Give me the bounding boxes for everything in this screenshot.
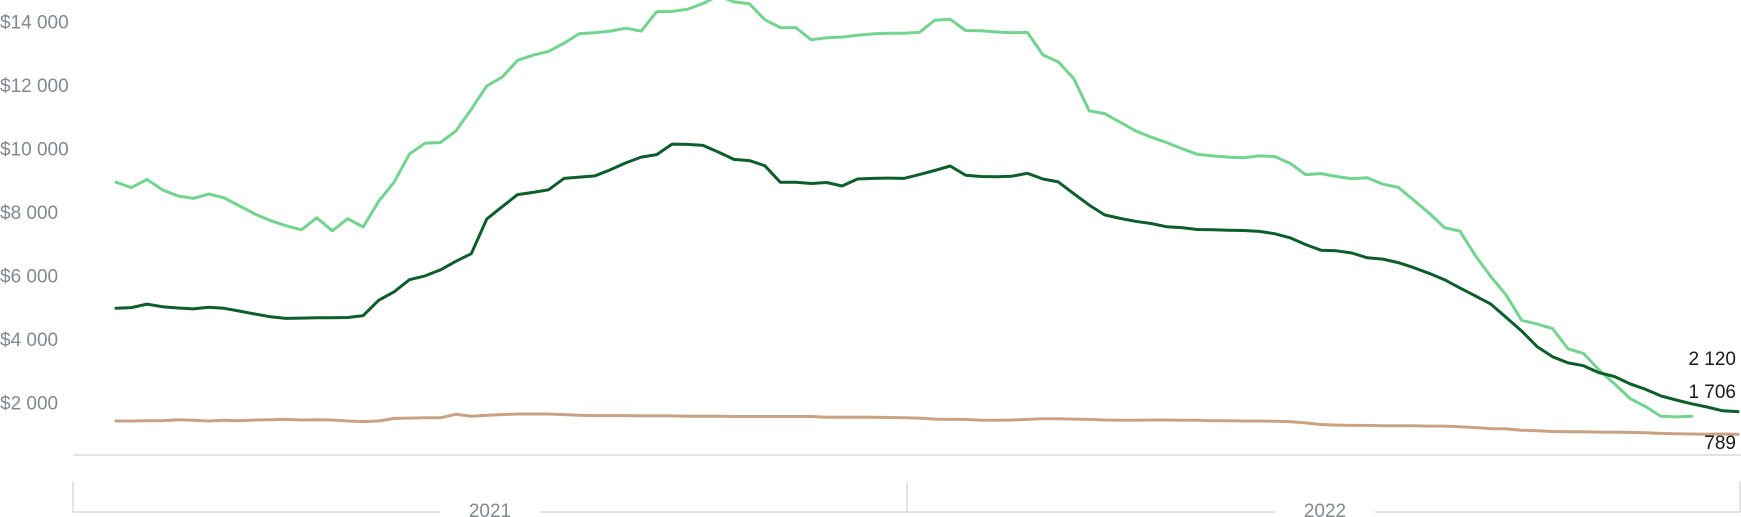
y-tick-label-4000: $4 000 [0, 330, 58, 351]
series-line-tan [114, 412, 1740, 436]
series-line-light-green [114, 0, 1694, 419]
y-tick-label-10000: $10 000 [0, 139, 69, 160]
y-tick-label-12000: $12 000 [0, 76, 69, 97]
y-tick-label-8000: $8 000 [0, 203, 58, 224]
end-label-dark-green: 1 706 [1688, 382, 1736, 403]
x-axis: 2021 2022 [72, 454, 1741, 517]
y-tick-label-2000: $2 000 [0, 393, 58, 414]
end-label-light-green: 2 120 [1688, 349, 1736, 370]
end-labels: 2 120 1 706 789 [1688, 349, 1736, 454]
year-label-2022: 2022 [1304, 501, 1346, 517]
series-line-dark-green [114, 142, 1740, 414]
series-lines [114, 0, 1740, 436]
y-tick-label-6000: $6 000 [0, 266, 58, 287]
end-label-tan: 789 [1704, 433, 1736, 454]
y-tick-label-14000: $14 000 [0, 12, 69, 33]
y-axis-ticks: $2 000 $4 000 $6 000 $8 000 $10 000 $12 … [0, 12, 69, 414]
year-label-2021: 2021 [469, 501, 511, 517]
